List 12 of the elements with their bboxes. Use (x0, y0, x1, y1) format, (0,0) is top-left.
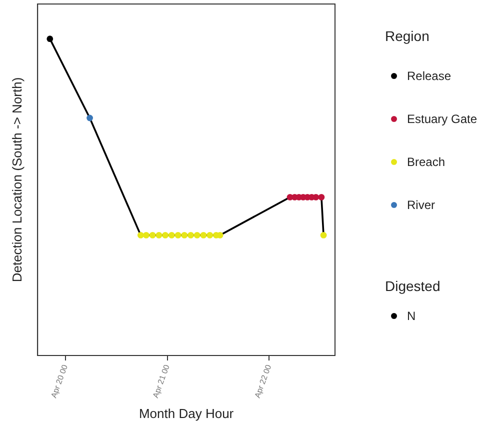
y-axis-title: Detection Location (South -> North) (9, 77, 24, 282)
x-tick-label: Apr 21 00 (151, 362, 172, 400)
legend-label: Release (407, 68, 452, 82)
x-tick-label: Apr 20 00 (49, 362, 70, 400)
text: Digested (385, 278, 442, 294)
legend-title: Region (385, 28, 430, 44)
legend-label: Estuary Gate (407, 112, 478, 126)
legend-label: Breach (407, 154, 446, 168)
x-axis-title: Month Day Hour (138, 406, 234, 421)
text: N (407, 309, 416, 323)
legend-label: River (407, 198, 436, 212)
x-tick-label: Apr 22 00 (252, 362, 274, 400)
